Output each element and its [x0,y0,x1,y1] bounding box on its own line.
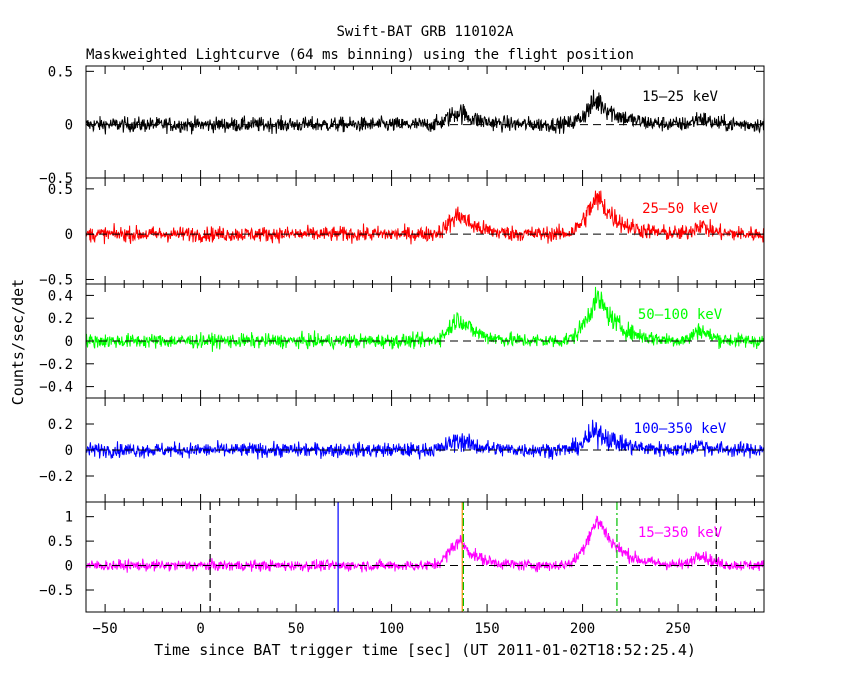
y-tick-label: 0 [65,227,73,243]
chart-subtitle: Maskweighted Lightcurve (64 ms binning) … [86,47,634,63]
x-tick-label: 100 [379,621,404,637]
y-tick-label: 0 [65,334,73,350]
series-line [86,89,764,135]
x-tick-label: −50 [92,621,117,637]
series-line [86,419,764,460]
x-axis-label: Time since BAT trigger time [sec] (UT 20… [154,641,696,659]
y-tick-label: −0.2 [39,357,73,373]
y-tick-label: −0.2 [39,469,73,485]
y-tick-label: 0.4 [48,288,73,304]
panel-frame [85,501,765,613]
panel-1: −0.5 0 0.5 25–50 keV [39,177,765,288]
x-tick-label: 50 [288,621,305,637]
x-tick-label: 150 [474,621,499,637]
panel-3: −0.2 0 0.2 100–350 keV [39,397,765,503]
y-tick-label: 0.5 [48,534,73,550]
band-label: 100–350 keV [634,421,727,437]
panel-2: −0.4 −0.2 0 0.2 0.4 50–100 keV [39,283,765,399]
panel-0: −0.5 0 0.5 15–25 keV [39,64,765,187]
band-label: 50–100 keV [638,307,723,323]
y-tick-label: −0.4 [39,380,73,396]
y-tick-label: 0 [65,118,73,134]
y-tick-label: 0 [65,559,73,575]
y-tick-label: −0.5 [39,171,73,187]
y-tick-label: 0.5 [48,182,73,198]
y-tick-label: 0.2 [48,417,73,433]
y-tick-label: −0.5 [39,272,73,288]
band-label: 15–350 keV [638,525,723,541]
x-tick-label: 200 [570,621,595,637]
y-tick-label: 0.5 [48,64,73,80]
y-tick-label: 1 [65,510,73,526]
chart-title: Swift-BAT GRB 110102A [336,24,514,40]
series-line [86,515,764,573]
band-label: 15–25 keV [642,89,718,105]
panel-4: −0.5 0 0.5 1 15–350 keV [39,501,765,613]
panels-group: −0.500.515–25 keV−0.500.525–50 keV−0.4−0… [39,64,765,637]
series-line [86,190,764,245]
x-tick-label: 250 [665,621,690,637]
y-tick-label: −0.5 [39,583,73,599]
y-tick-label: 0.2 [48,311,73,327]
y-tick-label: 0 [65,443,73,459]
y-axis-label: Counts/sec/det [9,279,27,405]
band-label: 25–50 keV [642,201,718,217]
x-tick-label: 0 [196,621,204,637]
